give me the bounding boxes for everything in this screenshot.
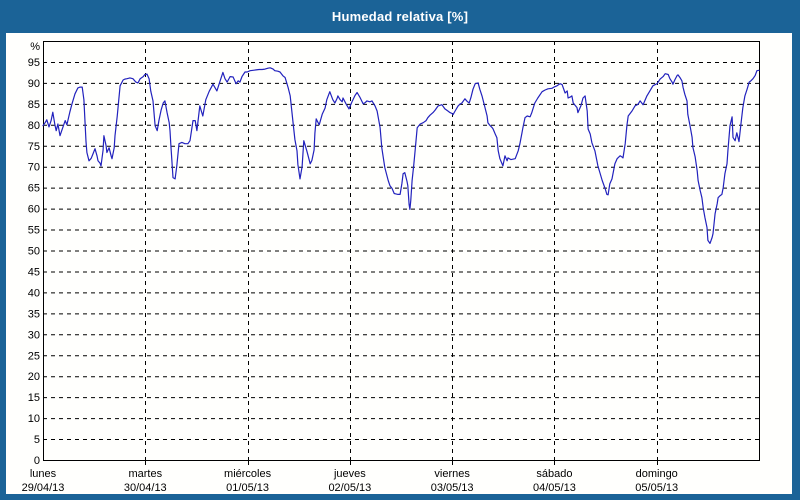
y-tick-label: 35 (28, 308, 40, 320)
x-day-date-label: 04/05/13 (533, 482, 576, 494)
x-day-date-label: 03/05/13 (431, 482, 474, 494)
y-tick-label: 20 (28, 371, 40, 383)
y-tick-label: 40 (28, 287, 40, 299)
chart-title: Humedad relativa [%] (331, 9, 469, 24)
x-day-date-label: 02/05/13 (328, 482, 371, 494)
x-day-date-label: 30/04/13 (124, 482, 167, 494)
x-day-name-label: viernes (434, 468, 470, 480)
x-day-date-label: 05/05/13 (635, 482, 678, 494)
x-day-name-label: jueves (333, 468, 366, 480)
y-tick-label: 85 (28, 99, 40, 111)
y-tick-label: 75 (28, 141, 40, 153)
x-day-name-label: sábado (536, 468, 572, 480)
chart-panel (6, 33, 792, 494)
humidity-series-line (42, 67, 760, 244)
y-tick-label: 0 (34, 455, 40, 467)
plot-border (43, 41, 760, 461)
y-tick-label: 5 (34, 434, 40, 446)
x-day-name-label: lunes (30, 468, 57, 480)
y-tick-label: 90 (28, 78, 40, 90)
y-axis-unit-label: % (30, 41, 40, 53)
y-tick-label: 95 (28, 57, 40, 69)
y-tick-label: 50 (28, 246, 40, 258)
y-tick-label: 45 (28, 266, 40, 278)
y-tick-label: 15 (28, 392, 40, 404)
y-tick-label: 55 (28, 225, 40, 237)
y-tick-label: 70 (28, 162, 40, 174)
title-bar: Humedad relativa [%] (0, 0, 800, 33)
x-day-date-label: 29/04/13 (22, 482, 65, 494)
x-day-date-label: 01/05/13 (226, 482, 269, 494)
y-tick-label: 80 (28, 120, 40, 132)
y-tick-label: 10 (28, 413, 40, 425)
x-day-name-label: miércoles (224, 468, 272, 480)
x-day-name-label: martes (128, 468, 162, 480)
y-tick-label: 30 (28, 329, 40, 341)
y-tick-label: 25 (28, 350, 40, 362)
y-tick-label: 65 (28, 183, 40, 195)
y-tick-label: 60 (28, 204, 40, 216)
x-day-name-label: domingo (636, 468, 678, 480)
